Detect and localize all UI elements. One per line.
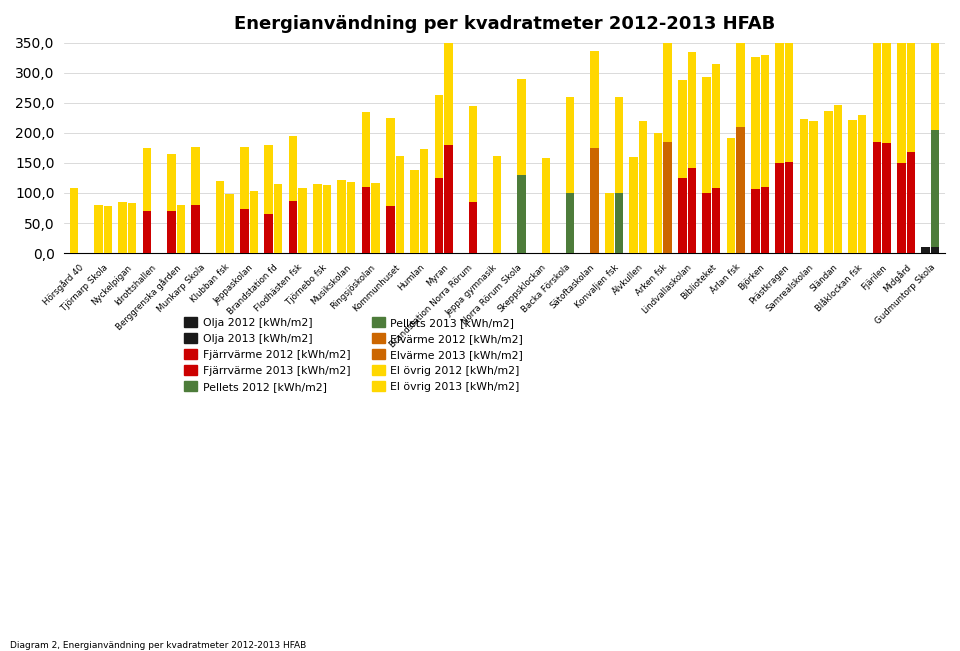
Bar <box>347 182 355 253</box>
Bar <box>566 193 574 253</box>
Bar <box>94 205 103 253</box>
Bar <box>809 121 818 253</box>
Bar <box>931 247 940 253</box>
Bar <box>517 175 526 253</box>
Bar <box>873 4 881 142</box>
Legend: Olja 2012 [kWh/m2], Olja 2013 [kWh/m2], Fjärrvärme 2012 [kWh/m2], Fjärrvärme 201: Olja 2012 [kWh/m2], Olja 2013 [kWh/m2], … <box>184 317 523 392</box>
Bar <box>760 187 769 253</box>
Bar <box>541 158 550 253</box>
Bar <box>776 163 784 253</box>
Bar <box>897 17 905 163</box>
Bar <box>849 120 857 253</box>
Bar <box>240 147 249 209</box>
Bar <box>70 188 79 253</box>
Bar <box>492 156 501 253</box>
Bar <box>678 80 686 178</box>
Bar <box>167 211 176 253</box>
Bar <box>614 97 623 193</box>
Bar <box>372 183 380 253</box>
Bar <box>687 53 696 168</box>
Bar <box>678 178 686 253</box>
Bar <box>274 184 282 253</box>
Bar <box>785 29 793 161</box>
Bar <box>362 187 371 253</box>
Bar <box>654 133 662 253</box>
Bar <box>104 206 112 253</box>
Bar <box>824 111 832 253</box>
Bar <box>687 168 696 253</box>
Bar <box>167 154 176 211</box>
Bar <box>299 188 307 253</box>
Bar <box>776 30 784 163</box>
Bar <box>444 10 453 145</box>
Bar <box>906 152 915 253</box>
Bar <box>931 0 940 130</box>
Bar <box>922 247 930 253</box>
Bar <box>800 119 808 253</box>
Bar <box>250 191 258 253</box>
Bar <box>313 184 322 253</box>
Bar <box>191 205 200 253</box>
Bar <box>566 97 574 193</box>
Bar <box>517 79 526 175</box>
Bar <box>882 143 891 253</box>
Bar <box>736 127 745 253</box>
Bar <box>663 25 672 142</box>
Bar <box>338 180 346 253</box>
Bar <box>468 106 477 202</box>
Bar <box>143 211 152 253</box>
Bar <box>289 136 298 201</box>
Bar <box>703 77 711 193</box>
Text: Diagram 2, Energianvändning per kvadratmeter 2012-2013 HFAB: Diagram 2, Energianvändning per kvadratm… <box>10 641 306 650</box>
Bar <box>386 206 395 253</box>
Bar <box>590 148 599 253</box>
Bar <box>362 112 371 187</box>
Bar <box>590 51 599 148</box>
Bar <box>143 148 152 211</box>
Bar <box>118 202 127 253</box>
Bar <box>614 193 623 253</box>
Bar <box>712 188 720 253</box>
Bar <box>858 115 867 253</box>
Bar <box>411 170 419 253</box>
Bar <box>323 185 331 253</box>
Bar <box>191 147 200 205</box>
Bar <box>216 181 225 253</box>
Bar <box>760 55 769 187</box>
Bar <box>420 148 428 253</box>
Bar <box>240 209 249 253</box>
Bar <box>712 64 720 188</box>
Bar <box>444 145 453 253</box>
Bar <box>264 145 273 214</box>
Bar <box>605 193 613 253</box>
Bar <box>873 142 881 253</box>
Bar <box>386 118 395 206</box>
Bar <box>630 157 638 253</box>
Bar <box>736 1 745 127</box>
Bar <box>931 130 940 247</box>
Bar <box>128 203 136 253</box>
Bar <box>727 139 735 253</box>
Bar <box>435 95 444 178</box>
Bar <box>751 189 759 253</box>
Bar <box>785 161 793 253</box>
Bar <box>435 178 444 253</box>
Bar <box>833 105 842 253</box>
Bar <box>751 57 759 189</box>
Bar <box>264 214 273 253</box>
Bar <box>396 156 404 253</box>
Bar <box>639 121 647 253</box>
Bar <box>906 3 915 152</box>
Bar <box>289 201 298 253</box>
Bar <box>897 163 905 253</box>
Bar <box>177 205 185 253</box>
Bar <box>703 193 711 253</box>
Bar <box>468 202 477 253</box>
Bar <box>882 3 891 143</box>
Bar <box>226 193 234 253</box>
Bar <box>663 142 672 253</box>
Title: Energianvändning per kvadratmeter 2012-2013 HFAB: Energianvändning per kvadratmeter 2012-2… <box>234 15 776 33</box>
